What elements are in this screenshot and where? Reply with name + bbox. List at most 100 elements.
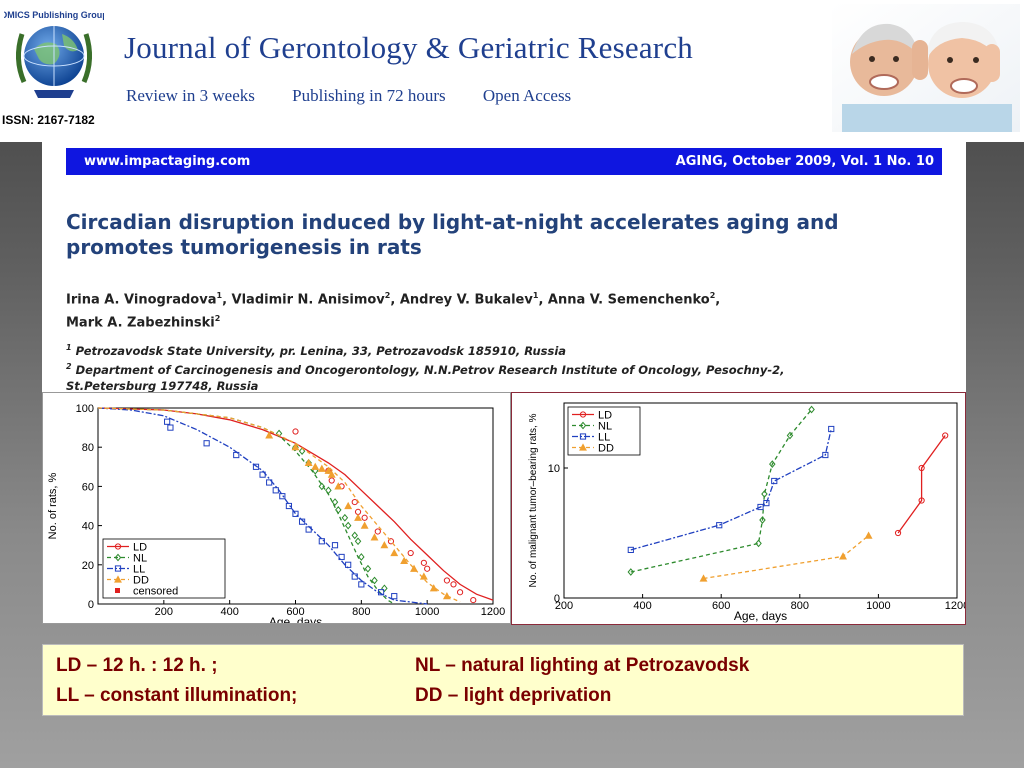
legend-nl-marker [579, 421, 587, 430]
x-tick-label: 1200 [945, 600, 965, 612]
legend-nl-label: NL [133, 553, 147, 565]
tumor-chart-panel: 200 400 600 800 1000 1200 0 10 Age, days No. of m… [511, 392, 969, 625]
tumor-chart: 200 400 600 800 1000 1200 0 10 Age, days No. of m… [528, 402, 969, 623]
series-ll-point [351, 573, 358, 580]
series-dd-point [864, 531, 873, 539]
author-1: Irina A. Vinogradova [66, 292, 217, 308]
series-ll-point [233, 451, 240, 459]
x-tick-label: 600 [286, 606, 304, 618]
series-ll-point [716, 522, 723, 529]
series-dd-point [380, 541, 389, 549]
series-ld-point [328, 477, 335, 484]
series-ll-point [164, 418, 171, 425]
x-axis-label: Age, days [734, 609, 787, 623]
y-tick-label: 60 [82, 481, 94, 493]
series-ll-point [292, 510, 299, 517]
legend-ll-label: LL [598, 432, 610, 444]
y-axis-label: No. of malignant tumor–bearing rats, % [528, 413, 539, 587]
series-ll-point [627, 546, 634, 554]
series-ld-point [351, 498, 358, 506]
series-nl-point [275, 429, 283, 438]
series-ll-point [771, 477, 778, 485]
paper-title: Circadian disruption induced by light-at… [66, 210, 946, 260]
series-ll-point [763, 500, 770, 507]
author-5: Mark A. Zabezhinski [66, 315, 215, 331]
series-nl-point [786, 431, 794, 440]
series-ll-point [272, 487, 279, 494]
series-nl-point [354, 537, 362, 546]
series-dd-point [419, 572, 428, 580]
series-dd-point [429, 584, 438, 592]
series-nl-point [318, 482, 326, 491]
author-sup: 2 [709, 291, 716, 300]
tagline-publishing: Publishing in 72 hours [292, 86, 446, 105]
survival-chart: 200 400 600 800 1000 1200 0 20 40 60 80 100 Age, day… [47, 403, 505, 629]
series-ll-point [318, 538, 325, 545]
series-nl-point [371, 576, 378, 585]
series-nl-point [344, 521, 352, 530]
legend-ld-label: LD [133, 542, 147, 554]
legend-nl-label: NL [598, 421, 612, 433]
series-nl-point [331, 498, 339, 506]
author-sup: 2 [214, 314, 221, 324]
y-tick-label: 80 [82, 442, 94, 454]
journal-header: OMICS Publishing Group ISSN: 2167-7182 J… [0, 0, 1024, 142]
legend-ld: LD – 12 h. : 12 h. ; [56, 655, 218, 676]
x-tick-label: 400 [633, 600, 651, 612]
series-nl-point [759, 516, 766, 524]
series-ll-point [203, 440, 210, 447]
lighting-legend-box: LD – 12 h. : 12 h. ; NL – natural lighti… [42, 644, 964, 716]
y-axis-label: No. of rats, % [47, 472, 59, 539]
series-ld-point [361, 514, 368, 521]
legend-ll-label: LL [133, 564, 145, 576]
series-nl-line [630, 409, 813, 573]
author-3: , Andrey V. Bukalev [390, 292, 533, 308]
logo-text: OMICS Publishing Group [4, 10, 104, 20]
legend-ll-marker [114, 565, 122, 572]
legend-ld-marker [114, 543, 122, 550]
series-ld-point [387, 538, 395, 545]
series-dd-point [327, 470, 336, 478]
series-ld-point [292, 428, 299, 435]
series-ld-point [420, 559, 427, 566]
legend-dd-label: DD [598, 443, 614, 455]
series-dd-point [311, 462, 320, 470]
series-ll-point [305, 526, 312, 533]
series-ll-point [331, 542, 339, 549]
series-ld-point [407, 549, 414, 557]
y-tick-label: 0 [554, 593, 560, 605]
series-ll-point [757, 503, 764, 511]
legend-ll-marker [579, 433, 587, 440]
x-tick-label: 800 [352, 606, 370, 618]
x-tick-label: 200 [155, 606, 173, 618]
paper-authors: Irina A. Vinogradova1, Vladimir N. Anisi… [66, 286, 946, 333]
affil-1: Petrozavodsk State University, pr. Lenin… [75, 343, 567, 358]
series-ld-point [374, 528, 381, 535]
series-nl-point [305, 459, 312, 467]
series-ld-point [894, 529, 902, 537]
series-dd-point [324, 466, 333, 474]
series-nl-point [298, 447, 306, 455]
series-dd-point [265, 431, 274, 439]
series-dd-point [334, 482, 343, 490]
series-ll-point [285, 502, 293, 510]
y-tick-label: 100 [76, 403, 94, 415]
x-tick-label: 800 [791, 600, 809, 612]
tagline-open-access: Open Access [482, 86, 572, 105]
legend-dd-marker [114, 575, 122, 583]
legend-ld-marker [579, 411, 587, 418]
series-nl-point [381, 584, 388, 593]
x-tick-label: 200 [555, 600, 573, 612]
legend-nl-marker [114, 553, 122, 562]
series-ll-point [266, 479, 273, 486]
omics-globe-logo: OMICS Publishing Group [4, 10, 104, 98]
series-dd-point [442, 592, 451, 600]
y-tick-label: 20 [82, 560, 94, 572]
author-comma: , [715, 292, 721, 308]
series-nl-point [364, 564, 372, 573]
site-url: www.impactaging.com [84, 154, 251, 169]
series-ld-point [942, 432, 949, 439]
series-ll-point [828, 425, 835, 433]
series-dd-point [344, 501, 353, 510]
affil-sup: 2 [66, 361, 72, 371]
